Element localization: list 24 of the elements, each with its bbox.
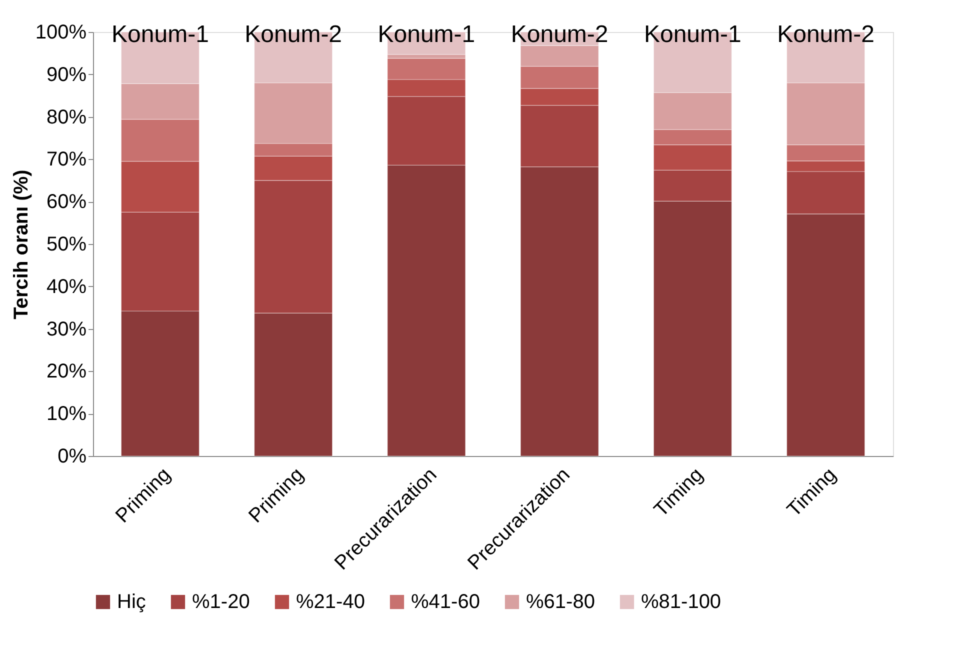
annotation: Konum-1	[112, 21, 209, 48]
y-tick-label: 70%	[46, 148, 87, 171]
y-tick-label: 10%	[46, 403, 87, 426]
annotation: Konum-2	[244, 21, 342, 48]
y-tick-label: 50%	[46, 234, 87, 256]
annotation: Konum-2	[777, 21, 874, 48]
y-tick-label: 90%	[46, 64, 87, 86]
annotation: Konum-2	[510, 21, 608, 48]
y-tick-label: 30%	[46, 318, 87, 340]
legend-label: Hiç	[117, 591, 146, 613]
annotation: Konum-1	[644, 21, 742, 48]
y-axis-title: Tercih oranı (%)	[10, 170, 32, 320]
y-tick-label: 80%	[46, 106, 87, 128]
y-tick-label: 100%	[35, 22, 87, 44]
legend-label: %41-60	[411, 591, 480, 613]
legend-label: %81-100	[641, 591, 722, 613]
legend-label: %1-20	[192, 591, 250, 613]
y-tick-label: 60%	[46, 191, 87, 214]
annotation: Konum-1	[378, 21, 476, 48]
legend-label: %21-40	[296, 591, 365, 613]
y-tick-label: 0%	[58, 446, 87, 468]
y-tick-label: 40%	[46, 276, 87, 298]
legend-label: %61-80	[526, 591, 595, 613]
y-tick-label: 20%	[46, 360, 87, 383]
